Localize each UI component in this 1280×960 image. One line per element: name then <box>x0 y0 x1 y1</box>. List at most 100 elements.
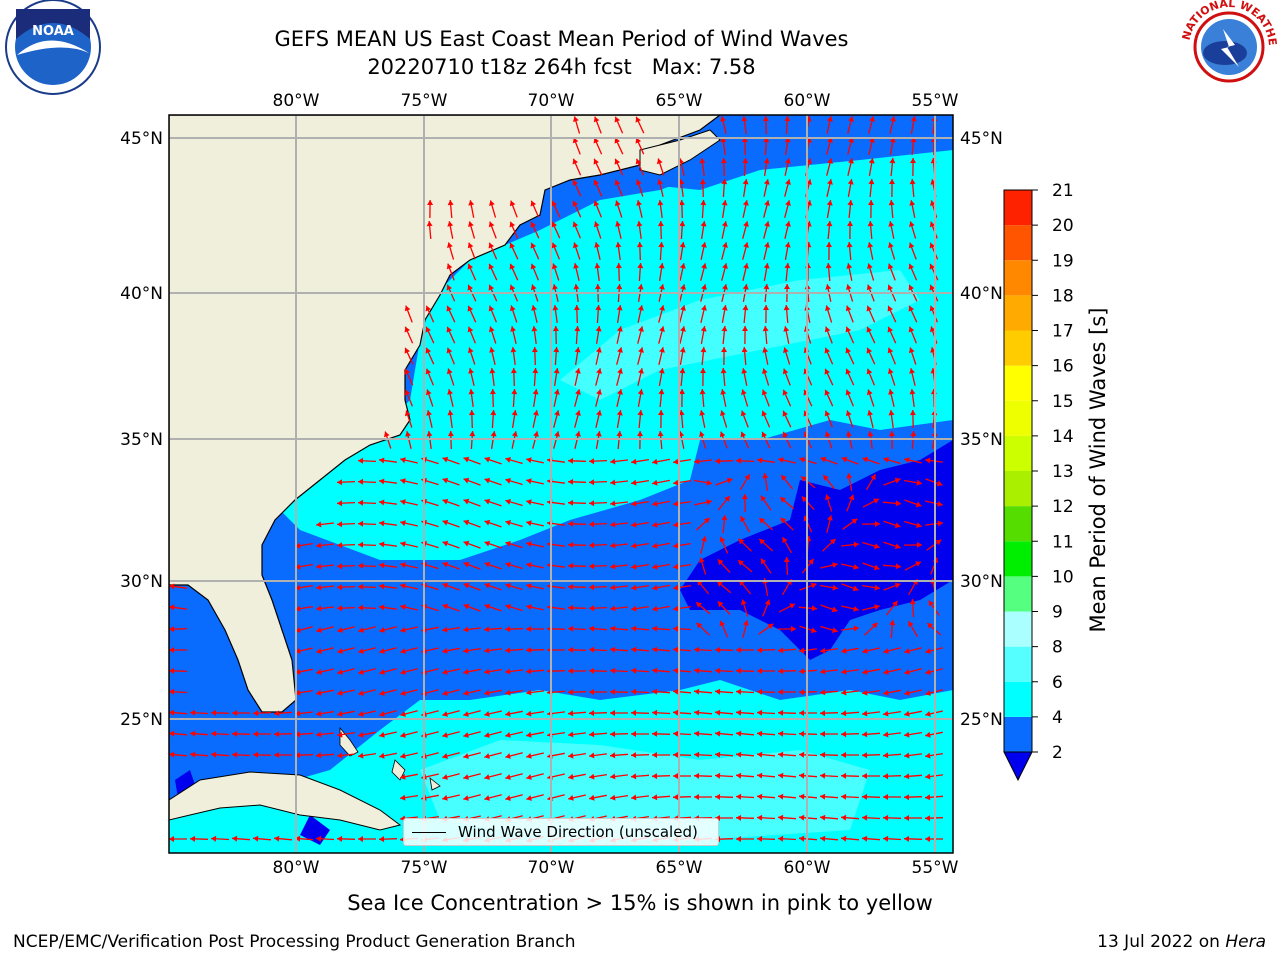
wave-arrow-head <box>887 305 893 312</box>
lat-labels-right: 45°N 40°N 35°N 30°N 25°N <box>960 129 1003 730</box>
wave-arrow-head <box>638 368 644 374</box>
wave-arrow-head <box>889 620 896 626</box>
wave-arrow-head <box>554 410 560 416</box>
wave-arrow-head <box>866 326 872 333</box>
wave-arrow-head <box>841 710 847 717</box>
wave-arrow-head <box>468 410 475 416</box>
wave-arrow-head <box>447 410 454 416</box>
wave-arrow-head <box>841 793 847 800</box>
wave-arrow-head <box>631 667 637 674</box>
wave-arrow-head <box>358 710 364 717</box>
colorbar-segment <box>1004 330 1032 366</box>
lat-label: 40°N <box>960 284 1003 304</box>
wave-arrow-head <box>715 793 721 800</box>
wave-arrow-head <box>679 221 686 227</box>
wave-arrow-head <box>169 667 175 674</box>
wave-arrow-head <box>778 730 784 737</box>
wave-arrow-head <box>799 689 805 696</box>
colorbar-tick-label: 20 <box>1052 216 1074 236</box>
lon-label: 55°W <box>912 91 959 111</box>
wave-arrow-head <box>635 179 642 186</box>
wave-arrow-head <box>868 158 875 164</box>
wave-arrow-head <box>253 751 259 758</box>
wave-arrow-head <box>638 347 644 353</box>
wave-arrow-head <box>799 793 805 800</box>
wave-arrow-head <box>211 709 217 716</box>
colorbar-tick-label: 12 <box>1052 497 1074 517</box>
wave-arrow-head <box>658 389 665 395</box>
wave-arrow-head <box>867 410 873 416</box>
wave-arrow-head <box>760 495 767 502</box>
wave-arrow-head <box>572 221 579 228</box>
wave-arrow-head <box>759 539 765 545</box>
colorbar-tick-label: 16 <box>1052 357 1074 377</box>
wave-arrow-head <box>820 814 826 821</box>
wave-arrow-head <box>778 709 784 716</box>
wave-arrow-head <box>694 772 700 779</box>
wave-arrow-head <box>484 626 490 633</box>
wave-arrow-head <box>841 668 847 675</box>
wave-arrow-head <box>337 731 343 738</box>
colorbar-tick-label: 15 <box>1052 392 1074 412</box>
wave-arrow-head <box>841 814 847 821</box>
wave-arrow-head <box>925 711 931 717</box>
wave-arrow-head <box>488 284 495 291</box>
wave-arrow-head <box>778 814 784 821</box>
wave-arrow-head <box>593 179 600 186</box>
wave-arrow-head <box>488 305 495 312</box>
wave-arrow-head <box>383 431 390 438</box>
wave-arrow-head <box>845 326 852 333</box>
wave-arrow-head <box>742 158 749 164</box>
wave-arrow-head <box>505 478 511 484</box>
wave-arrow-head <box>820 710 826 717</box>
wave-arrow-head <box>853 625 859 632</box>
wave-arrow-head <box>442 603 449 610</box>
wave-arrow-head <box>589 605 595 612</box>
wave-arrow-head <box>852 585 859 592</box>
wave-arrow-head <box>799 751 805 758</box>
wave-arrow-head <box>673 794 679 801</box>
wave-arrow-head <box>759 518 765 524</box>
wave-arrow-head <box>316 668 322 675</box>
wave-arrow-head <box>904 752 910 759</box>
wave-arrow-head <box>379 711 385 717</box>
wave-arrow-head <box>637 305 644 311</box>
wave-arrow-head <box>610 731 616 738</box>
wave-arrow-head <box>789 603 795 609</box>
wave-arrow-head <box>936 480 943 487</box>
wave-arrow-head <box>678 200 685 206</box>
wave-arrow-head <box>358 499 364 506</box>
wave-arrow-head <box>568 499 574 506</box>
wave-arrow-head <box>909 389 916 395</box>
wave-arrow-head <box>589 646 595 653</box>
wave-arrow-head <box>484 582 491 589</box>
wave-arrow-head <box>848 116 854 122</box>
wave-arrow-head <box>929 305 936 312</box>
wave-arrow-head <box>925 836 930 842</box>
lon-labels-bottom: 80°W 75°W 70°W 65°W 60°W 55°W <box>273 858 959 878</box>
wave-arrow-head <box>337 479 343 486</box>
wave-arrow-head <box>694 709 700 716</box>
wave-arrow-head <box>505 668 511 675</box>
wave-arrow-head <box>635 158 642 165</box>
wave-arrow-head <box>904 648 910 654</box>
wave-arrow-head <box>862 793 868 800</box>
wave-arrow-head <box>616 431 623 437</box>
wave-arrow-head <box>778 647 784 654</box>
wave-arrow-head <box>484 477 491 484</box>
wave-arrow-head <box>883 648 889 654</box>
wave-arrow-head <box>379 648 385 654</box>
wave-arrow-head <box>824 410 831 417</box>
wave-arrow-head <box>652 752 657 758</box>
wave-arrow-head <box>870 474 876 480</box>
wave-arrow-head <box>719 431 726 438</box>
wave-arrow-head <box>925 669 931 675</box>
wave-arrow-head <box>825 263 832 269</box>
wave-arrow-head <box>379 690 385 696</box>
wave-arrow-head <box>862 668 868 675</box>
wave-arrow-head <box>509 242 515 249</box>
wave-arrow-head <box>820 647 826 654</box>
wave-arrow-head <box>925 773 931 780</box>
footer-credit: NCEP/EMC/Verification Post Processing Pr… <box>13 932 576 952</box>
wave-arrow-head <box>337 669 343 675</box>
